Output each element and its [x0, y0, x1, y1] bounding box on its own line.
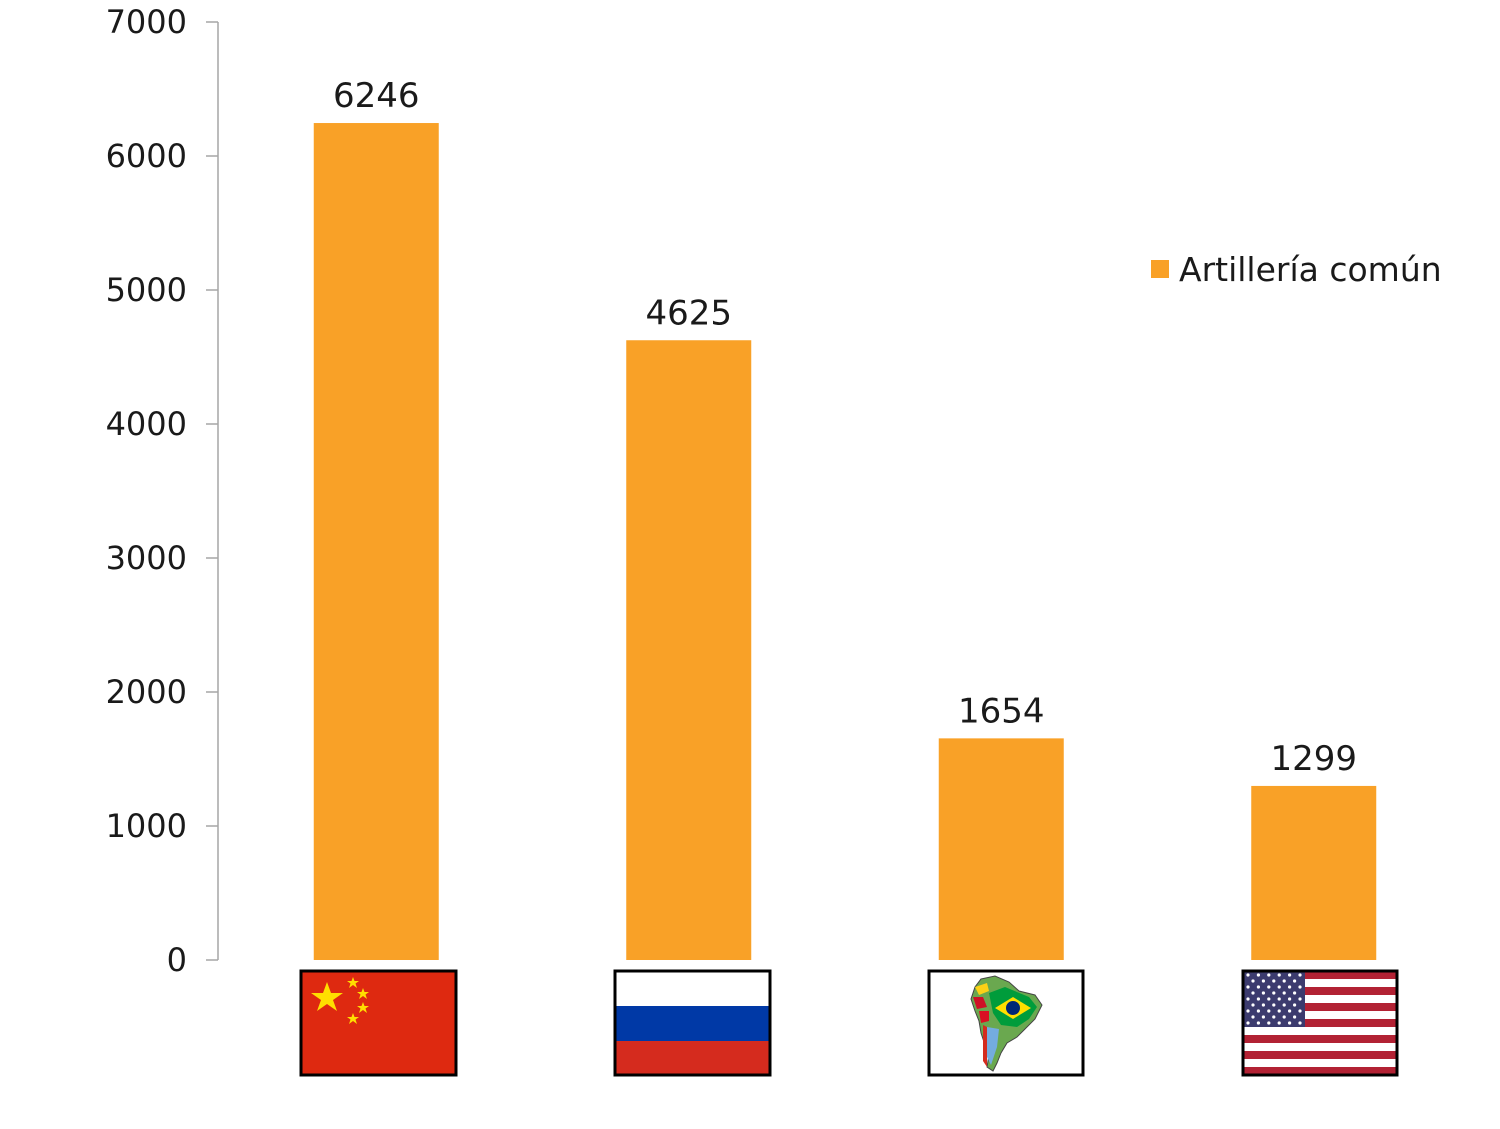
- usa-star: [1277, 1009, 1281, 1013]
- usa-star: [1251, 1003, 1255, 1007]
- y-tick-label: 6000: [106, 137, 187, 175]
- usa-star: [1282, 1003, 1286, 1007]
- usa-star: [1272, 1015, 1276, 1019]
- usa-star: [1282, 979, 1286, 983]
- usa-star: [1267, 1009, 1271, 1013]
- y-tick-label: 4000: [106, 405, 187, 443]
- y-tick-label: 0: [167, 941, 187, 979]
- usa-star: [1298, 1009, 1302, 1013]
- data-label: 1654: [958, 691, 1045, 731]
- usa-star: [1298, 985, 1302, 989]
- usa-star: [1272, 991, 1276, 995]
- usa-star: [1288, 973, 1292, 977]
- usa-star: [1277, 997, 1281, 1001]
- usa-star: [1246, 1009, 1250, 1013]
- data-label: 6246: [333, 76, 420, 116]
- russia-flag-icon: [613, 969, 772, 1077]
- usa-star: [1293, 1003, 1297, 1007]
- usa-star: [1251, 979, 1255, 983]
- usa-star: [1298, 997, 1302, 1001]
- y-axis-ticks: 0 1000 2000 3000 4000 5000 6000 7000: [106, 3, 218, 979]
- y-tick-label: 3000: [106, 539, 187, 577]
- usa-star: [1256, 1009, 1260, 1013]
- usa-star: [1261, 979, 1265, 983]
- usa-star: [1293, 979, 1297, 983]
- usa-star: [1272, 979, 1276, 983]
- usa-star: [1267, 973, 1271, 977]
- usa-star: [1256, 973, 1260, 977]
- usa-star: [1282, 1015, 1286, 1019]
- usa-star: [1282, 991, 1286, 995]
- usa-star: [1267, 997, 1271, 1001]
- south-america-map-icon: [927, 969, 1085, 1077]
- data-label: 4625: [645, 293, 732, 333]
- usa-star: [1256, 985, 1260, 989]
- usa-star: [1293, 1015, 1297, 1019]
- bars: [313, 123, 1377, 960]
- usa-star: [1246, 985, 1250, 989]
- usa-star: [1246, 973, 1250, 977]
- usa-star: [1277, 985, 1281, 989]
- usa-star: [1293, 991, 1297, 995]
- usa-star: [1298, 973, 1302, 977]
- bar-russia: [626, 340, 752, 960]
- bar-south-america: [938, 738, 1064, 960]
- usa-star: [1288, 1021, 1292, 1025]
- usa-star: [1256, 1021, 1260, 1025]
- y-tick-label: 1000: [106, 807, 187, 845]
- usa-star: [1267, 1021, 1271, 1025]
- usa-star: [1288, 1009, 1292, 1013]
- usa-star: [1272, 1003, 1276, 1007]
- data-label: 1299: [1270, 739, 1357, 779]
- y-tick-label: 2000: [106, 673, 187, 711]
- usa-star: [1288, 997, 1292, 1001]
- usa-star: [1277, 973, 1281, 977]
- usa-star: [1256, 997, 1260, 1001]
- bar-usa: [1251, 785, 1377, 960]
- usa-star: [1267, 985, 1271, 989]
- legend: Artillería común: [1151, 250, 1442, 289]
- usa-flag-icon: [1241, 969, 1399, 1077]
- y-tick-label: 5000: [106, 271, 187, 309]
- bar-china: [313, 123, 439, 960]
- usa-star: [1261, 1003, 1265, 1007]
- usa-star: [1246, 1021, 1250, 1025]
- y-tick-label: 7000: [106, 3, 187, 41]
- china-flag-icon: [299, 969, 458, 1077]
- usa-star: [1261, 1015, 1265, 1019]
- usa-star: [1251, 1015, 1255, 1019]
- usa-star: [1246, 997, 1250, 1001]
- legend-label: Artillería común: [1179, 250, 1442, 289]
- usa-star: [1288, 985, 1292, 989]
- data-labels: 6246 4625 1654 1299: [333, 76, 1357, 779]
- usa-star: [1277, 1021, 1281, 1025]
- usa-star: [1298, 1021, 1302, 1025]
- legend-swatch: [1151, 260, 1169, 278]
- usa-star: [1251, 991, 1255, 995]
- usa-star: [1261, 991, 1265, 995]
